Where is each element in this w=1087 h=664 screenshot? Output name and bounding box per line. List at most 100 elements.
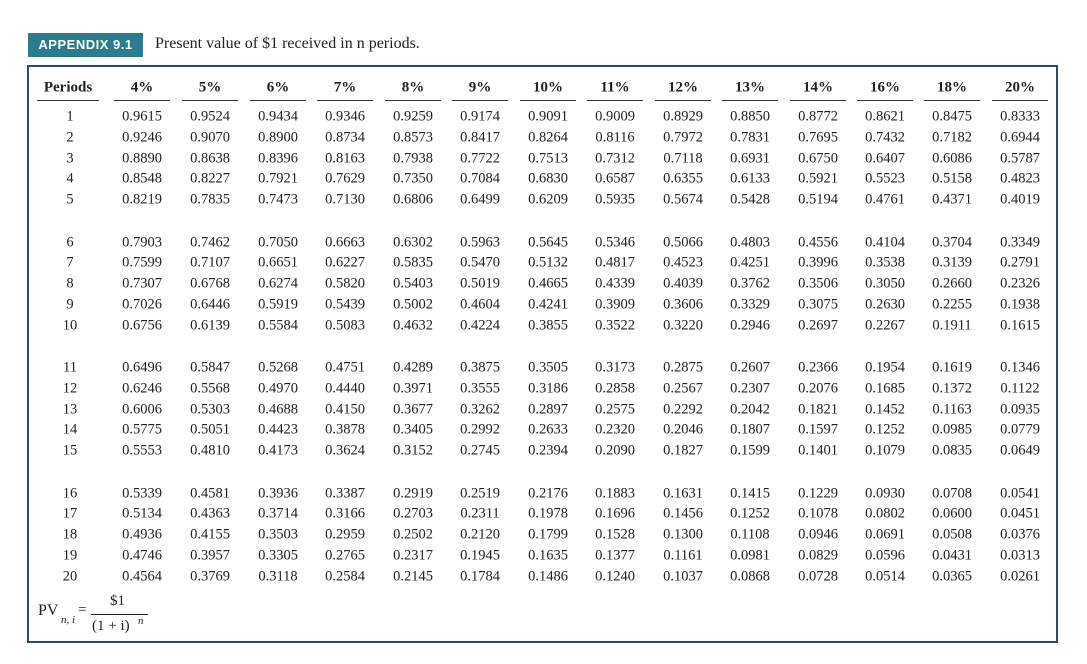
value-cell: 0.3769 <box>190 568 230 585</box>
column-header: 18% <box>937 79 967 96</box>
value-cell: 0.3405 <box>393 421 433 438</box>
header-underline <box>250 100 306 101</box>
column-header: 13% <box>735 79 765 96</box>
value-cell: 0.2765 <box>325 547 365 564</box>
value-cell: 0.8850 <box>730 108 770 125</box>
value-cell: 0.9259 <box>393 108 433 125</box>
value-cell: 0.2791 <box>1000 254 1040 271</box>
value-cell: 0.6355 <box>663 170 703 187</box>
value-cell: 0.3957 <box>190 547 230 564</box>
value-cell: 0.1300 <box>663 526 703 543</box>
value-cell: 0.1945 <box>460 547 500 564</box>
value-cell: 0.5775 <box>122 421 162 438</box>
value-cell: 0.5339 <box>122 485 162 501</box>
value-cell: 0.4556 <box>798 234 838 250</box>
period-cell: 14 <box>62 421 78 438</box>
header-underline <box>790 100 846 101</box>
value-cell: 0.4823 <box>1000 170 1040 187</box>
value-cell: 0.2176 <box>528 485 568 501</box>
value-cell: 0.2697 <box>798 317 838 334</box>
value-cell: 0.5787 <box>1000 150 1040 167</box>
header-underline <box>587 100 643 101</box>
value-cell: 0.1456 <box>663 505 703 522</box>
column-header: 9% <box>468 79 492 96</box>
value-cell: 0.6663 <box>325 234 365 250</box>
formula-exponent: n <box>138 615 144 627</box>
column-header: 11% <box>600 79 630 96</box>
value-cell: 0.5568 <box>190 380 230 397</box>
column-header: 4% <box>130 79 154 96</box>
value-cell: 0.1619 <box>932 359 972 376</box>
value-cell: 0.1252 <box>730 505 770 522</box>
value-cell: 0.3606 <box>663 296 703 313</box>
value-cell: 0.5268 <box>258 359 298 376</box>
period-cell: 20 <box>62 568 78 585</box>
column-header: 12% <box>668 79 698 96</box>
value-cell: 0.0376 <box>1000 526 1040 543</box>
value-cell: 0.4564 <box>122 568 162 585</box>
period-cell: 13 <box>62 401 78 418</box>
value-cell: 0.8929 <box>663 108 703 125</box>
value-cell: 0.1229 <box>798 485 838 501</box>
value-cell: 0.7938 <box>393 150 433 167</box>
value-cell: 0.4339 <box>595 275 635 292</box>
value-cell: 0.7307 <box>122 275 162 292</box>
value-cell: 0.6227 <box>325 254 365 271</box>
period-cell: 18 <box>62 526 78 543</box>
value-cell: 0.3855 <box>528 317 568 334</box>
value-cell: 0.5403 <box>393 275 433 292</box>
value-cell: 0.5921 <box>798 170 838 187</box>
value-cell: 0.3971 <box>393 380 433 397</box>
value-cell: 0.1821 <box>798 401 838 418</box>
value-cell: 0.3624 <box>325 442 365 459</box>
value-cell: 0.2607 <box>730 359 770 376</box>
value-cell: 0.1377 <box>595 547 635 564</box>
value-cell: 0.6756 <box>122 317 162 334</box>
value-cell: 0.7050 <box>258 234 298 250</box>
formula-lhs: PV <box>38 602 59 619</box>
value-cell: 0.0779 <box>1000 421 1040 438</box>
value-cell: 0.6768 <box>190 275 230 292</box>
value-cell: 0.7921 <box>258 170 298 187</box>
value-cell: 0.2992 <box>460 421 500 438</box>
value-cell: 0.4251 <box>730 254 770 271</box>
value-cell: 0.2959 <box>325 526 365 543</box>
value-cell: 0.1528 <box>595 526 635 543</box>
value-cell: 0.2519 <box>460 485 500 501</box>
value-cell: 0.0365 <box>932 568 972 585</box>
value-cell: 0.0451 <box>1000 505 1040 522</box>
value-cell: 0.0261 <box>1000 568 1040 585</box>
value-cell: 0.7350 <box>393 170 433 187</box>
value-cell: 0.5919 <box>258 296 298 313</box>
value-cell: 0.6931 <box>730 150 770 167</box>
value-cell: 0.8227 <box>190 170 230 187</box>
value-cell: 0.5439 <box>325 296 365 313</box>
value-cell: 0.9246 <box>122 129 162 146</box>
value-cell: 0.7118 <box>663 150 703 167</box>
value-cell: 0.2875 <box>663 359 703 376</box>
value-cell: 0.2267 <box>865 317 905 334</box>
value-cell: 0.5645 <box>528 234 568 250</box>
value-cell: 0.1827 <box>663 442 703 459</box>
value-cell: 0.4604 <box>460 296 500 313</box>
value-cell: 0.8333 <box>1000 108 1040 125</box>
value-cell: 0.1163 <box>932 401 972 418</box>
value-cell: 0.0313 <box>1000 547 1040 564</box>
value-cell: 0.0728 <box>798 568 838 585</box>
value-cell: 0.3677 <box>393 401 433 418</box>
value-cell: 0.8573 <box>393 129 433 146</box>
value-cell: 0.7084 <box>460 170 500 187</box>
value-cell: 0.9615 <box>122 108 162 125</box>
value-cell: 0.6302 <box>393 234 433 250</box>
value-cell: 0.4751 <box>325 359 365 376</box>
value-cell: 0.4523 <box>663 254 703 271</box>
value-cell: 0.1240 <box>595 568 635 585</box>
value-cell: 0.2042 <box>730 401 770 418</box>
value-cell: 0.4289 <box>393 359 433 376</box>
value-cell: 0.5132 <box>528 254 568 271</box>
value-cell: 0.4810 <box>190 442 230 459</box>
value-cell: 0.5051 <box>190 421 230 438</box>
value-cell: 0.0431 <box>932 547 972 564</box>
value-cell: 0.1401 <box>798 442 838 459</box>
value-cell: 0.7462 <box>190 234 230 250</box>
